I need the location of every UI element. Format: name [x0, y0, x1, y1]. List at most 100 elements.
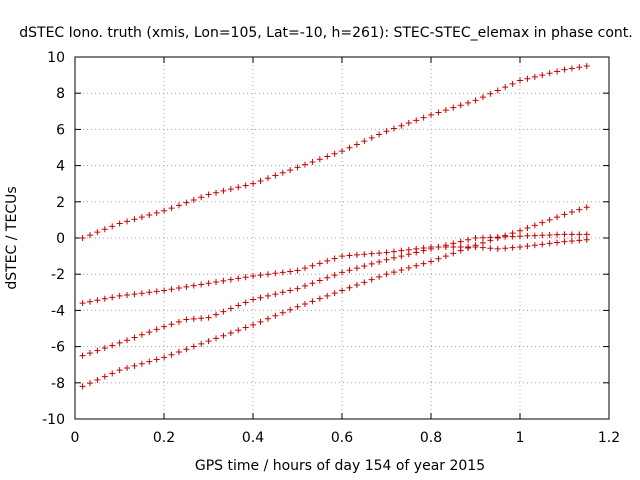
data-point: [368, 260, 375, 267]
data-point: [138, 290, 145, 297]
data-point: [420, 247, 427, 254]
data-point: [465, 236, 472, 243]
data-point: [398, 253, 405, 260]
data-point: [220, 308, 227, 315]
data-point: [227, 305, 234, 312]
data-point: [554, 68, 561, 75]
data-point: [109, 223, 116, 230]
x-tick-label: 1: [516, 430, 525, 446]
data-point: [198, 281, 205, 288]
data-point: [294, 267, 301, 274]
data-point: [168, 205, 175, 212]
data-point: [153, 356, 160, 363]
data-point: [479, 234, 486, 241]
y-tick-label: 8: [56, 86, 65, 102]
data-point: [413, 117, 420, 124]
data-point: [287, 287, 294, 294]
data-point: [161, 287, 168, 294]
data-point: [405, 264, 412, 271]
data-point: [287, 306, 294, 313]
data-point: [302, 301, 308, 308]
data-point: [146, 329, 153, 336]
data-point: [79, 352, 86, 359]
y-tick-label: 6: [56, 122, 65, 138]
data-point: [346, 284, 353, 291]
data-point: [465, 244, 472, 251]
data-point: [279, 169, 286, 176]
y-tick-label: -10: [42, 412, 65, 428]
data-point: [168, 351, 175, 358]
data-point: [213, 335, 220, 342]
data-point: [109, 370, 116, 377]
x-tick-label: 0.6: [331, 430, 353, 446]
data-point: [561, 211, 568, 218]
data-point: [213, 189, 220, 196]
data-point: [205, 338, 212, 345]
data-point: [353, 141, 360, 148]
data-point: [94, 376, 101, 383]
data-point: [324, 153, 331, 160]
data-point: [346, 144, 353, 151]
data-point: [161, 323, 168, 330]
data-point: [287, 268, 294, 275]
data-point: [524, 232, 531, 239]
data-point: [383, 271, 390, 278]
data-point: [346, 267, 353, 274]
y-tick-label: -4: [51, 303, 65, 319]
data-point: [250, 180, 257, 187]
data-point: [576, 231, 583, 238]
data-point: [509, 244, 516, 251]
data-point: [198, 315, 205, 322]
series-4: [79, 204, 590, 390]
data-point: [583, 204, 590, 211]
data-point: [227, 276, 234, 283]
data-point: [198, 194, 205, 201]
data-point: [331, 290, 338, 297]
data-point: [383, 128, 390, 135]
data-point: [339, 148, 346, 155]
data-point: [309, 262, 316, 269]
y-axis-label: dSTEC / TECUs: [4, 186, 20, 289]
data-point: [131, 362, 138, 369]
data-point: [279, 269, 286, 276]
data-point: [131, 216, 138, 223]
data-point: [124, 364, 131, 371]
data-point: [435, 109, 442, 116]
data-point: [116, 367, 123, 374]
data-point: [79, 300, 86, 307]
data-point: [428, 258, 435, 265]
data-point: [235, 327, 242, 334]
data-point: [116, 339, 123, 346]
data-point: [398, 247, 405, 254]
data-point: [175, 285, 182, 292]
data-point: [153, 209, 160, 216]
data-point: [539, 232, 546, 239]
data-point: [101, 295, 108, 302]
data-point: [94, 297, 101, 304]
data-point: [190, 196, 197, 203]
data-point: [257, 294, 264, 301]
data-point: [450, 250, 457, 257]
data-point: [568, 238, 575, 245]
data-point: [576, 237, 583, 244]
data-point: [316, 295, 323, 302]
data-point: [257, 177, 264, 184]
data-point: [554, 214, 561, 221]
data-point: [472, 97, 479, 104]
x-tick-label: 0: [71, 430, 80, 446]
data-point: [583, 236, 590, 243]
data-point: [546, 231, 553, 238]
data-point: [161, 354, 168, 361]
data-point: [561, 231, 568, 238]
data-point: [531, 242, 538, 249]
data-point: [568, 209, 575, 216]
data-point: [324, 292, 331, 299]
data-point: [420, 260, 427, 267]
data-point: [101, 373, 108, 380]
data-point: [479, 239, 486, 246]
data-point: [546, 70, 553, 77]
data-point: [487, 90, 494, 97]
data-point: [190, 282, 197, 289]
data-point: [94, 229, 101, 236]
data-point: [175, 202, 182, 209]
